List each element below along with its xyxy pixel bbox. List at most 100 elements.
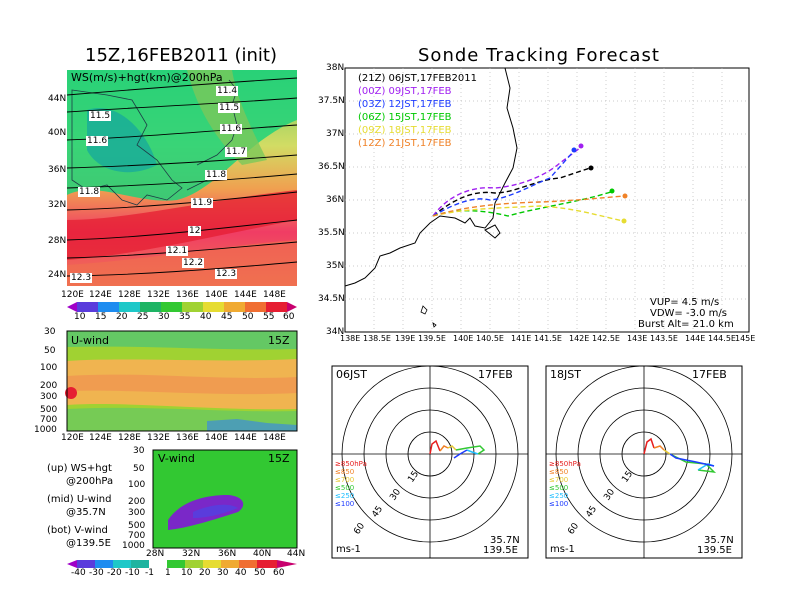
ws-colorbar-label: 30	[158, 312, 170, 322]
traj-06jst-end	[588, 165, 594, 171]
ws-hgt-map	[66, 70, 298, 286]
ws-hgt-map-label: WS(m/s)+hgt(km)@200hPa	[71, 71, 223, 84]
trajectories	[432, 143, 628, 224]
hodo-left-level: ≤850	[335, 468, 355, 476]
hodo-right-lon: 139.5E	[697, 545, 732, 556]
map-lat-label: 40N	[48, 128, 67, 138]
hodo-left-level: ≥850hPa	[335, 460, 367, 468]
hodo-right-level: ≤250	[549, 492, 569, 500]
tracking-lon-label: 139E	[395, 334, 416, 343]
tracking-lon-label: 144.5E	[708, 334, 736, 343]
legend-note-a: (up) WS+hgt	[47, 463, 112, 474]
traj-06jst	[432, 167, 591, 217]
tracking-lat-label: 37.5N	[318, 96, 345, 106]
traj-15jst-end	[609, 188, 615, 194]
u-wind-lon-label: 144E	[234, 433, 257, 443]
hodograph-18jst	[545, 365, 743, 559]
hodo-right-unit: ms-1	[550, 544, 575, 555]
contour-label: 11.7	[225, 147, 248, 157]
ws-colorbar-label: 15	[95, 312, 107, 322]
ws-colorbar-label: 35	[179, 312, 191, 322]
hodo-left-level: ≤100	[335, 500, 355, 508]
tracking-lat-label: 37N	[326, 129, 345, 139]
tracking-param-vup: VUP= 4.5 m/s	[650, 297, 720, 308]
map-lon-label: 128E	[118, 290, 141, 300]
contour-label: 11.8	[205, 170, 228, 180]
wind-colorbar-label: -20	[107, 568, 122, 578]
tracking-lon-label: 144E	[685, 334, 706, 343]
map-lat-label: 36N	[48, 165, 67, 175]
wind-colorbar-label: -1	[145, 568, 154, 578]
legend-note-b: @200hPa	[66, 476, 114, 487]
u-wind-p-label: 30	[44, 327, 56, 337]
traj-09jst	[432, 147, 581, 217]
v-wind-p-label: 500	[128, 521, 146, 531]
contour-label: 12.3	[70, 273, 93, 283]
right-title: Sonde Tracking Forecast	[418, 45, 660, 66]
ws-colorbar-label: 40	[200, 312, 212, 322]
ws-colorbar-label: 60	[283, 312, 295, 322]
legend-note-a: (mid) U-wind	[47, 494, 112, 505]
v-wind-p-label: 300	[128, 508, 146, 518]
u-wind-lon-label: 120E	[61, 433, 84, 443]
tracking-legend-5: (12Z) 21JST,17FEB	[358, 138, 452, 149]
tracking-lon-label: 138.5E	[363, 334, 391, 343]
v-wind-panel	[152, 449, 298, 549]
map-lon-label: 148E	[263, 290, 286, 300]
hodo-right-level: ≤100	[549, 500, 569, 508]
contour-label: 11.4	[216, 86, 239, 96]
map-lon-label: 136E	[176, 290, 199, 300]
v-wind-p-label: 200	[128, 497, 146, 507]
contour-label: 11.8	[78, 187, 101, 197]
contour-label: 12	[188, 226, 202, 236]
hodo-right-level: ≤850	[549, 468, 569, 476]
contour-label: 12.2	[182, 258, 205, 268]
legend-note-a: (bot) V-wind	[47, 525, 108, 536]
tracking-legend-1: (00Z) 09JST,17FEB	[358, 86, 452, 97]
contour-label: 11.5	[89, 111, 112, 121]
hodo-left-date: 17FEB	[478, 368, 513, 381]
wind-colorbar	[67, 560, 297, 568]
map-lat-label: 28N	[48, 236, 67, 246]
u-wind-lon-label: 136E	[176, 433, 199, 443]
contour-label: 11.5	[218, 103, 241, 113]
u-wind-lon-label: 128E	[118, 433, 141, 443]
tracking-param-burst: Burst Alt= 21.0 km	[638, 319, 734, 330]
u-wind-lon-label: 148E	[263, 433, 286, 443]
v-wind-p-label: 100	[128, 480, 146, 490]
map-lon-label: 144E	[234, 290, 257, 300]
v-wind-lat-label: 40N	[253, 549, 272, 559]
legend-note-b: @139.5E	[66, 538, 111, 549]
tracking-lat-label: 34N	[326, 327, 345, 337]
u-wind-lon-label: 140E	[205, 433, 228, 443]
u-wind-p-label: 1000	[34, 425, 57, 435]
hodo-left-level: ≤500	[335, 484, 355, 492]
contour-label: 11.6	[220, 124, 243, 134]
v-wind-label: V-wind	[158, 452, 195, 465]
wind-colorbar-label: 50	[254, 568, 266, 578]
contour-label: 12.1	[166, 246, 189, 256]
tracking-map	[344, 67, 750, 333]
u-wind-label: U-wind	[71, 334, 110, 347]
v-wind-p-label: 700	[128, 531, 146, 541]
hodograph-06jst	[331, 365, 529, 559]
u-wind-p-label: 200	[40, 381, 58, 391]
wind-colorbar-label: 60	[273, 568, 285, 578]
tracking-lon-label: 141E	[511, 334, 532, 343]
map-lat-label: 44N	[48, 94, 67, 104]
ws-colorbar-label: 55	[263, 312, 275, 322]
ws-colorbar-label: 25	[137, 312, 149, 322]
u-wind-p-label: 100	[40, 363, 58, 373]
hodo-left-time: 06JST	[336, 368, 367, 381]
tracking-lat-label: 35.5N	[318, 228, 345, 238]
tracking-lon-label: 140E	[453, 334, 474, 343]
u-wind-p-label: 500	[40, 405, 58, 415]
tracking-legend-3: (06Z) 15JST,17FEB	[358, 112, 452, 123]
tracking-lon-label: 139.5E	[418, 334, 446, 343]
wind-colorbar-label: -40	[71, 568, 86, 578]
tracking-lat-label: 38N	[326, 63, 345, 73]
tracking-param-vdw: VDW= -3.0 m/s	[650, 308, 727, 319]
tracking-lat-label: 36.5N	[318, 162, 345, 172]
tracking-lon-label: 142.5E	[592, 334, 620, 343]
map-lat-label: 24N	[48, 270, 67, 280]
